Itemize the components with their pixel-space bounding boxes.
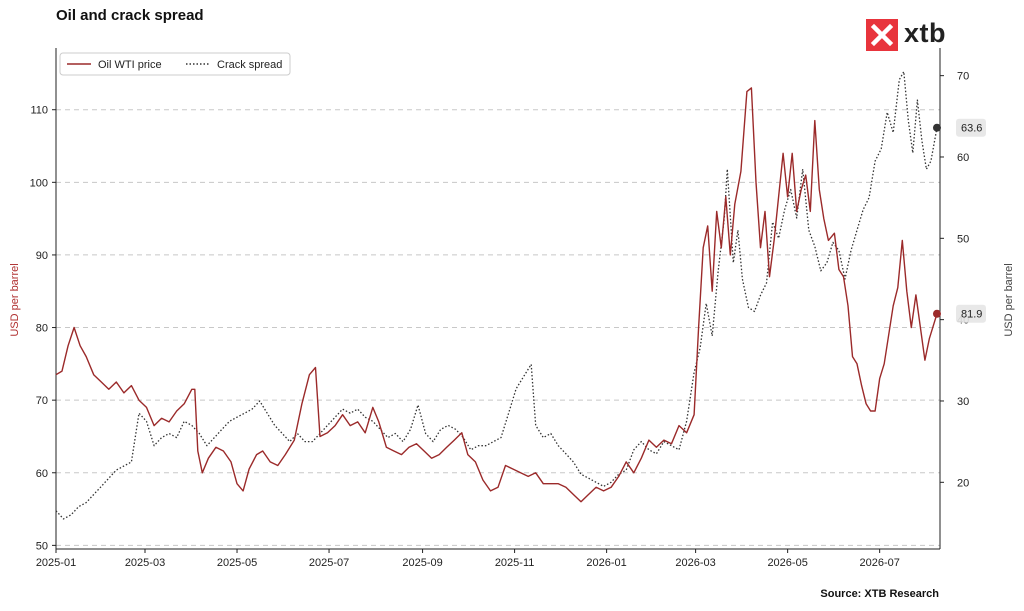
- right-tick-label: 50: [957, 233, 969, 245]
- legend-label-oil: Oil WTI price: [98, 59, 162, 71]
- x-tick-label: 2025-11: [495, 557, 535, 569]
- end-markers: 63.6 81.9: [932, 118, 986, 323]
- legend: Oil WTI price Crack spread: [59, 52, 291, 76]
- x-tick-label: 2025-07: [309, 557, 349, 569]
- x-tick-label: 2026-03: [675, 557, 715, 569]
- x-tick-label: 2025-03: [125, 557, 165, 569]
- x-tick-label: 2025-05: [217, 557, 257, 569]
- oil-end-marker: [932, 309, 941, 318]
- x-tick-label: 2026-01: [586, 557, 626, 569]
- page-title: Oil and crack spread: [56, 7, 204, 24]
- legend-label-crack: Crack spread: [217, 59, 282, 71]
- axes: [55, 48, 941, 550]
- grid: [56, 109, 940, 546]
- crack-end-label: 63.6: [961, 123, 982, 135]
- left-tick-label: 70: [36, 395, 48, 407]
- oil-end-label: 81.9: [961, 309, 982, 321]
- left-tick-label: 110: [30, 105, 48, 117]
- x-axis-ticks: 2025-01 2025-03 2025-05 2025-07 2025-09 2025-…: [36, 549, 900, 569]
- left-axis-title: USD per barrel: [9, 263, 21, 336]
- crack-spread-line: [55, 70, 938, 520]
- right-tick-label: 70: [957, 71, 969, 83]
- x-tick-label: 2026-05: [767, 557, 807, 569]
- oil-wti-line: [55, 87, 938, 503]
- crack-end-marker: [932, 123, 941, 132]
- left-tick-label: 60: [36, 468, 48, 480]
- oil-end-label-bg: [956, 304, 986, 323]
- brand-name: xtb: [904, 18, 946, 48]
- left-tick-label: 80: [36, 323, 48, 335]
- series-layer: [55, 70, 938, 520]
- left-tick-label: 50: [36, 540, 48, 552]
- right-tick-label: 20: [957, 477, 969, 489]
- right-tick-label: 30: [957, 396, 969, 408]
- legend-box: [59, 52, 291, 76]
- left-tick-label: 90: [36, 250, 48, 262]
- source-note: Source: XTB Research: [820, 588, 939, 600]
- right-tick-label: 60: [957, 152, 969, 164]
- xtb-logo-icon: [866, 19, 898, 51]
- x-tick-label: 2025-01: [36, 557, 76, 569]
- x-tick-label: 2026-07: [859, 557, 899, 569]
- x-tick-label: 2025-09: [402, 557, 442, 569]
- left-axis-ticks: 50 60 70 80 90 100 110: [30, 105, 56, 552]
- crack-end-label-bg: [956, 118, 986, 137]
- right-axis-title: USD per barrel: [1003, 263, 1015, 336]
- left-tick-label: 100: [30, 177, 48, 189]
- right-axis-ticks: 203040506070: [940, 71, 969, 489]
